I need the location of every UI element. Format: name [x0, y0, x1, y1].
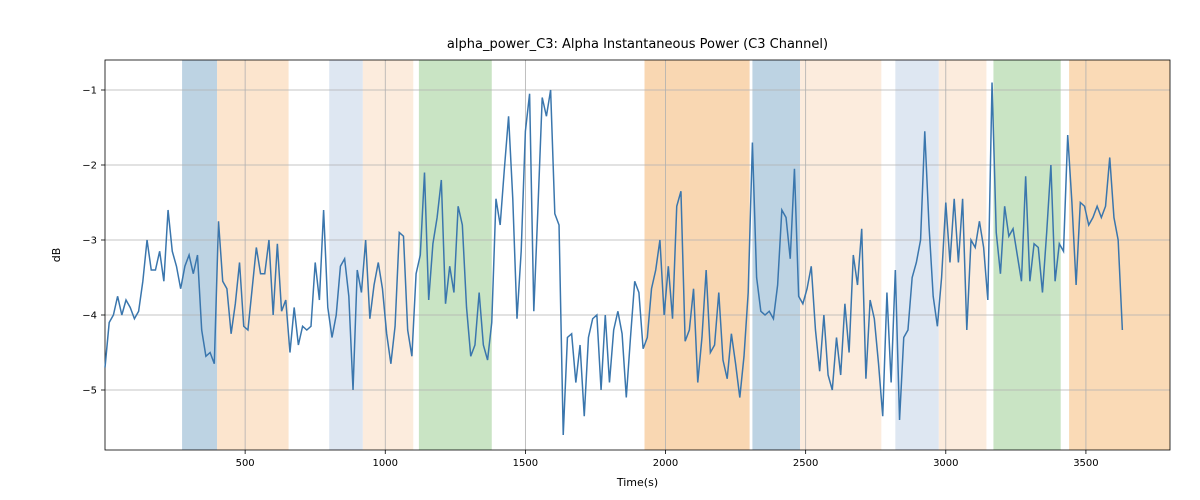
x-tick-label: 3500 — [1073, 458, 1098, 469]
x-tick-label: 2000 — [653, 458, 678, 469]
y-tick-label: −4 — [82, 311, 97, 322]
interval-span-6 — [752, 60, 800, 450]
x-axis-label: Time(s) — [616, 476, 658, 489]
interval-span-10 — [993, 60, 1060, 450]
y-axis-label: dB — [50, 248, 63, 263]
interval-span-2 — [329, 60, 363, 450]
y-tick-label: −1 — [82, 86, 97, 97]
y-tick-label: −5 — [82, 386, 97, 397]
x-tick-label: 500 — [236, 458, 255, 469]
alpha-power-chart: 500 1000 1500 2000 2500 3000 3500 −5 −4 −3 −2 −1 al… — [0, 0, 1200, 500]
x-tick-label: 2500 — [793, 458, 818, 469]
interval-span-3 — [363, 60, 413, 450]
interval-span-0 — [182, 60, 217, 450]
x-tick-label: 1500 — [513, 458, 538, 469]
y-tick-label: −2 — [82, 161, 97, 172]
chart-title: alpha_power_C3: Alpha Instantaneous Powe… — [447, 37, 828, 52]
interval-span-7 — [800, 60, 881, 450]
x-tick-label: 1000 — [373, 458, 398, 469]
y-tick-label: −3 — [82, 236, 97, 247]
x-tick-label: 3000 — [933, 458, 958, 469]
